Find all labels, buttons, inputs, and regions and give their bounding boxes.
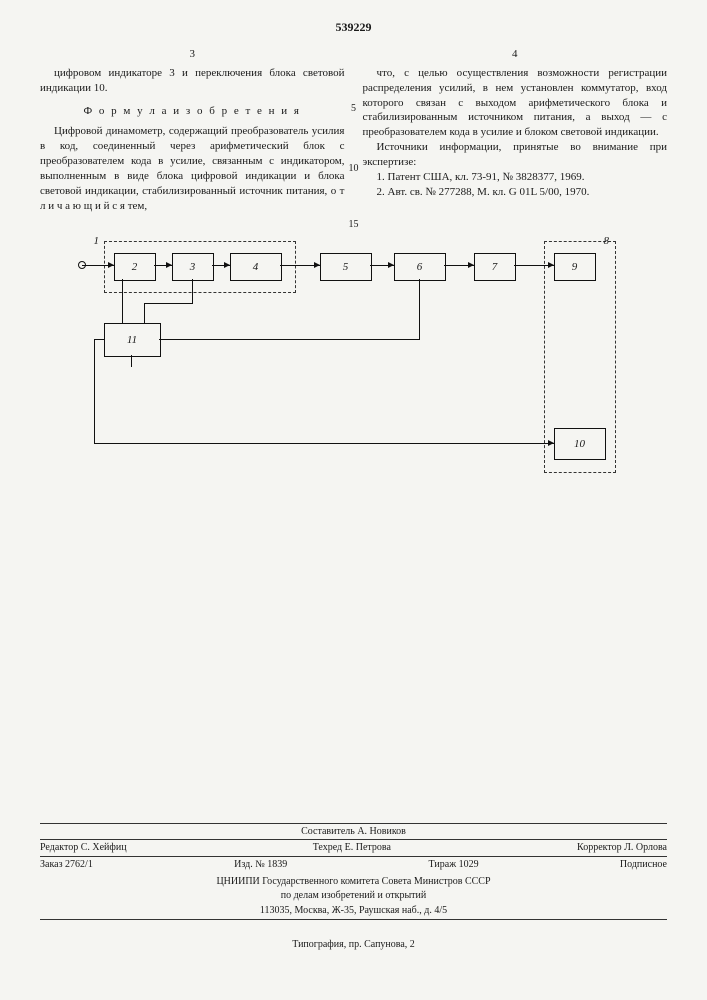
typography-line: Типография, пр. Сапунова, 2 xyxy=(0,939,707,950)
arrow-7-9 xyxy=(548,262,554,268)
source-2: 2. Авт. св. № 277288, М. кл. G 01L 5/00,… xyxy=(363,185,668,200)
wire-bus-10-h xyxy=(94,443,554,444)
wire-bus-v xyxy=(94,339,95,444)
subscription: Подписное xyxy=(620,859,667,872)
wire-11-2-v xyxy=(122,279,123,323)
izd-number: Изд. № 1839 xyxy=(234,859,287,872)
arrow-5-6 xyxy=(388,262,394,268)
page-root: 539229 3 цифровом индикаторе 3 и переклю… xyxy=(0,0,707,1000)
block-11: 11 xyxy=(104,323,161,357)
arrow-input-2 xyxy=(108,262,114,268)
col-num-right: 4 xyxy=(363,47,668,62)
wire-11-6-v xyxy=(419,279,420,340)
line-marker-10: 10 xyxy=(349,163,359,174)
editor-credit: Редактор С. Хейфиц xyxy=(40,842,127,855)
org-line-2: по делам изобретений и открытий xyxy=(40,888,667,903)
arrow-6-7 xyxy=(468,262,474,268)
wire-11-3-v1 xyxy=(144,303,145,323)
wire-11-6-h xyxy=(159,339,419,340)
tirazh: Тираж 1029 xyxy=(429,859,479,872)
address-line: 113035, Москва, Ж-35, Раушская наб., д. … xyxy=(40,903,667,921)
org-line-1: ЦНИИПИ Государственного комитета Совета … xyxy=(40,874,667,889)
block-10: 10 xyxy=(554,428,606,460)
compiler-line: Составитель А. Новиков xyxy=(40,823,667,839)
left-p2: Цифровой динамометр, содержащий преобраз… xyxy=(40,124,345,213)
col-num-left: 3 xyxy=(40,47,345,62)
block-3: 3 xyxy=(172,253,214,281)
right-p1: что, с целью осуществления возможности р… xyxy=(363,66,668,140)
techred-credit: Техред Е. Петрова xyxy=(313,842,391,855)
arrow-4-5 xyxy=(314,262,320,268)
source-1: 1. Патент США, кл. 73-91, № 3828377, 196… xyxy=(363,170,668,185)
dashed-group-1-label: 1 xyxy=(94,235,100,247)
left-column: 3 цифровом индикаторе 3 и переключения б… xyxy=(40,47,345,213)
wire-11-3-h xyxy=(144,303,192,304)
block-4: 4 xyxy=(230,253,282,281)
patent-number: 539229 xyxy=(40,20,667,35)
order-number: Заказ 2762/1 xyxy=(40,859,93,872)
left-p1: цифровом индикаторе 3 и переключения бло… xyxy=(40,66,345,96)
block-5: 5 xyxy=(320,253,372,281)
dashed-group-8-label: 8 xyxy=(604,235,610,247)
block-6: 6 xyxy=(394,253,446,281)
arrow-3-4 xyxy=(224,262,230,268)
wire-11-ground xyxy=(131,355,132,367)
text-columns: 3 цифровом индикаторе 3 и переключения б… xyxy=(40,47,667,213)
block-9: 9 xyxy=(554,253,596,281)
formula-title: Ф о р м у л а и з о б р е т е н и я xyxy=(40,104,345,119)
arrow-bus-10 xyxy=(548,440,554,446)
right-column: 4 что, с целью осуществления возможности… xyxy=(363,47,668,213)
wire-bus-stub xyxy=(94,339,104,340)
sources-title: Источники информации, принятые во вниман… xyxy=(363,140,668,170)
block-diagram: 1 8 2 3 4 5 6 7 9 11 10 xyxy=(74,233,634,503)
print-row: Заказ 2762/1 Изд. № 1839 Тираж 1029 Подп… xyxy=(40,856,667,874)
imprint-footer: Составитель А. Новиков Редактор С. Хейфи… xyxy=(40,823,667,920)
credits-row: Редактор С. Хейфиц Техред Е. Петрова Кор… xyxy=(40,839,667,857)
input-terminal xyxy=(78,261,86,269)
arrow-2-3 xyxy=(166,262,172,268)
block-2: 2 xyxy=(114,253,156,281)
corrector-credit: Корректор Л. Орлова xyxy=(577,842,667,855)
block-7: 7 xyxy=(474,253,516,281)
line-marker-5: 5 xyxy=(351,103,356,114)
line-marker-15: 15 xyxy=(349,219,359,230)
wire-11-3-v2 xyxy=(192,279,193,304)
